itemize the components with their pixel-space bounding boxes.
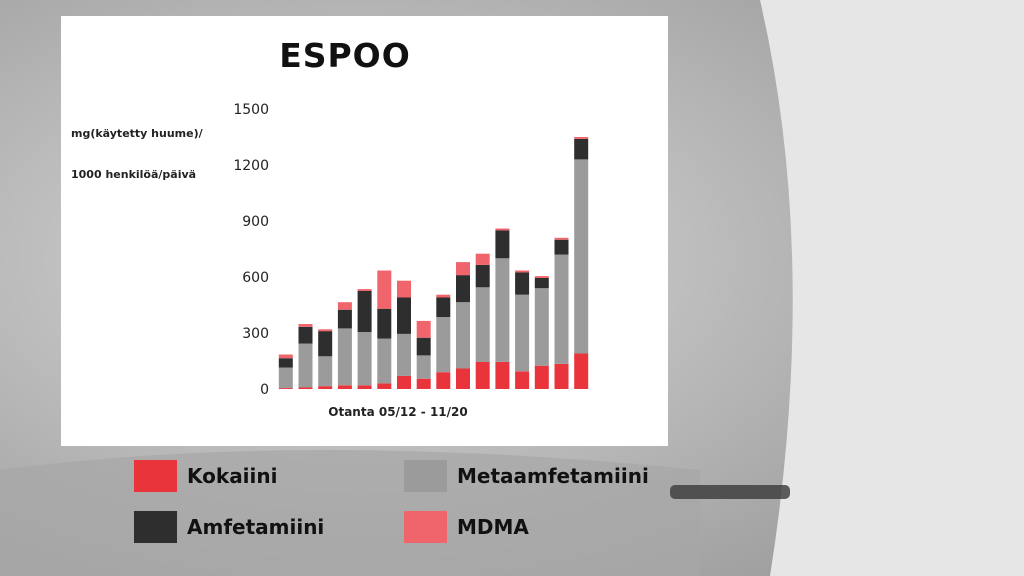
bar-segment-amfetamiini (456, 275, 470, 303)
legend-label-amfetamiini: Amfetamiini (187, 515, 325, 539)
bar-segment-kokaiini (554, 363, 569, 389)
bar-segment-kokaiini (337, 385, 352, 389)
legend-item-metaamfetamiini: Metaamfetamiini (404, 460, 649, 492)
bar-segment-kokaiini (416, 378, 431, 389)
bar-segment-amfetamiini (337, 309, 352, 329)
bar-segment-amfetamiini (318, 331, 333, 357)
bar-segment-metaamfetamiini (416, 355, 431, 379)
bar-segment-metaamfetamiini (278, 367, 293, 388)
legend-label-metaamfetamiini: Metaamfetamiini (457, 464, 649, 488)
y-tick-label: 1500 (233, 102, 269, 118)
bar-segment-mdma (554, 237, 569, 240)
legend-swatch-kokaiini (134, 460, 177, 492)
bar-segment-kokaiini (515, 371, 530, 389)
bar-segment-kokaiini (574, 353, 589, 389)
bar-segment-amfetamiini (377, 308, 392, 339)
bar-segment-mdma (436, 294, 451, 298)
bar-segment-amfetamiini (554, 239, 569, 255)
bar-segment-amfetamiini (534, 277, 549, 289)
bar-segment-kokaiini (456, 368, 470, 389)
bar-segment-kokaiini (495, 361, 510, 389)
bar-segment-amfetamiini (495, 230, 510, 259)
bar-segment-metaamfetamiini (397, 333, 411, 376)
bar-segment-amfetamiini (574, 138, 589, 160)
bar-segment-kokaiini (436, 372, 451, 389)
bar-segment-metaamfetamiini (534, 288, 549, 366)
legend-swatch-metaamfetamiini (404, 460, 447, 492)
bar-segment-kokaiini (397, 375, 411, 389)
bar-segment-mdma (357, 289, 372, 291)
bar-segment-mdma (397, 280, 411, 298)
bar-segment-mdma (534, 276, 549, 278)
chart-title: ESPOO (279, 36, 411, 75)
y-tick-label: 0 (260, 382, 269, 398)
y-tick-label: 600 (242, 270, 269, 286)
bar-segment-mdma (574, 137, 589, 139)
bar-segment-metaamfetamiini (574, 159, 589, 354)
y-tick-label: 300 (242, 326, 269, 342)
bar-segment-metaamfetamiini (495, 258, 510, 362)
legend-swatch-amfetamiini (134, 511, 177, 543)
bar-segment-amfetamiini (357, 291, 372, 333)
x-axis-label: Otanta 05/12 - 11/20 (328, 405, 468, 419)
legend-item-kokaiini: Kokaiini (134, 460, 278, 492)
bar-segment-amfetamiini (515, 272, 530, 295)
y-tick-label: 1200 (233, 158, 269, 174)
bar-segment-mdma (318, 329, 333, 332)
bar-segment-amfetamiini (278, 358, 293, 368)
bar-segment-mdma (456, 262, 470, 276)
bar-segment-mdma (515, 270, 530, 273)
bar-segment-amfetamiini (475, 264, 490, 288)
bar-segment-mdma (416, 320, 431, 338)
legend-swatch-mdma (404, 511, 447, 543)
bar-segment-kokaiini (357, 385, 372, 389)
bar-segment-mdma (337, 302, 352, 310)
bar-segment-mdma (377, 270, 392, 309)
legend-label-mdma: MDMA (457, 515, 529, 539)
bar-segment-amfetamiini (436, 297, 451, 318)
y-tick-label: 900 (242, 214, 269, 230)
bar-segment-mdma (475, 253, 490, 265)
bar-segment-metaamfetamiini (475, 287, 490, 362)
y-axis-unit-line2: 1000 henkilöä/päivä (71, 168, 197, 181)
bar-segment-kokaiini (318, 386, 333, 389)
bar-segment-metaamfetamiini (554, 254, 569, 364)
bar-segment-metaamfetamiini (318, 356, 333, 387)
bar-segment-amfetamiini (298, 326, 313, 344)
bar-segment-metaamfetamiini (456, 302, 470, 369)
bar-segment-metaamfetamiini (357, 332, 372, 386)
bar-segment-amfetamiini (397, 297, 411, 334)
bar-segment-kokaiini (278, 388, 293, 389)
legend-item-mdma: MDMA (404, 511, 529, 543)
bar-segment-metaamfetamiini (515, 294, 530, 372)
bar-segment-kokaiini (377, 383, 392, 389)
bar-segment-mdma (298, 324, 313, 327)
bar-segment-metaamfetamiini (377, 338, 392, 384)
bar-segment-amfetamiini (416, 337, 431, 356)
bar-segment-mdma (495, 228, 510, 231)
bar-segment-kokaiini (534, 365, 549, 389)
bar-segment-kokaiini (475, 361, 490, 389)
legend-item-amfetamiini: Amfetamiini (134, 511, 324, 543)
legend-label-kokaiini: Kokaiini (187, 464, 278, 488)
bar-segment-metaamfetamiini (298, 343, 313, 388)
bar-segment-mdma (278, 354, 293, 359)
bar-segment-kokaiini (298, 387, 313, 389)
bar-segment-metaamfetamiini (337, 328, 352, 386)
bar-segment-metaamfetamiini (436, 317, 451, 373)
y-axis-unit-line1: mg(käytetty huume)/ (71, 127, 203, 140)
